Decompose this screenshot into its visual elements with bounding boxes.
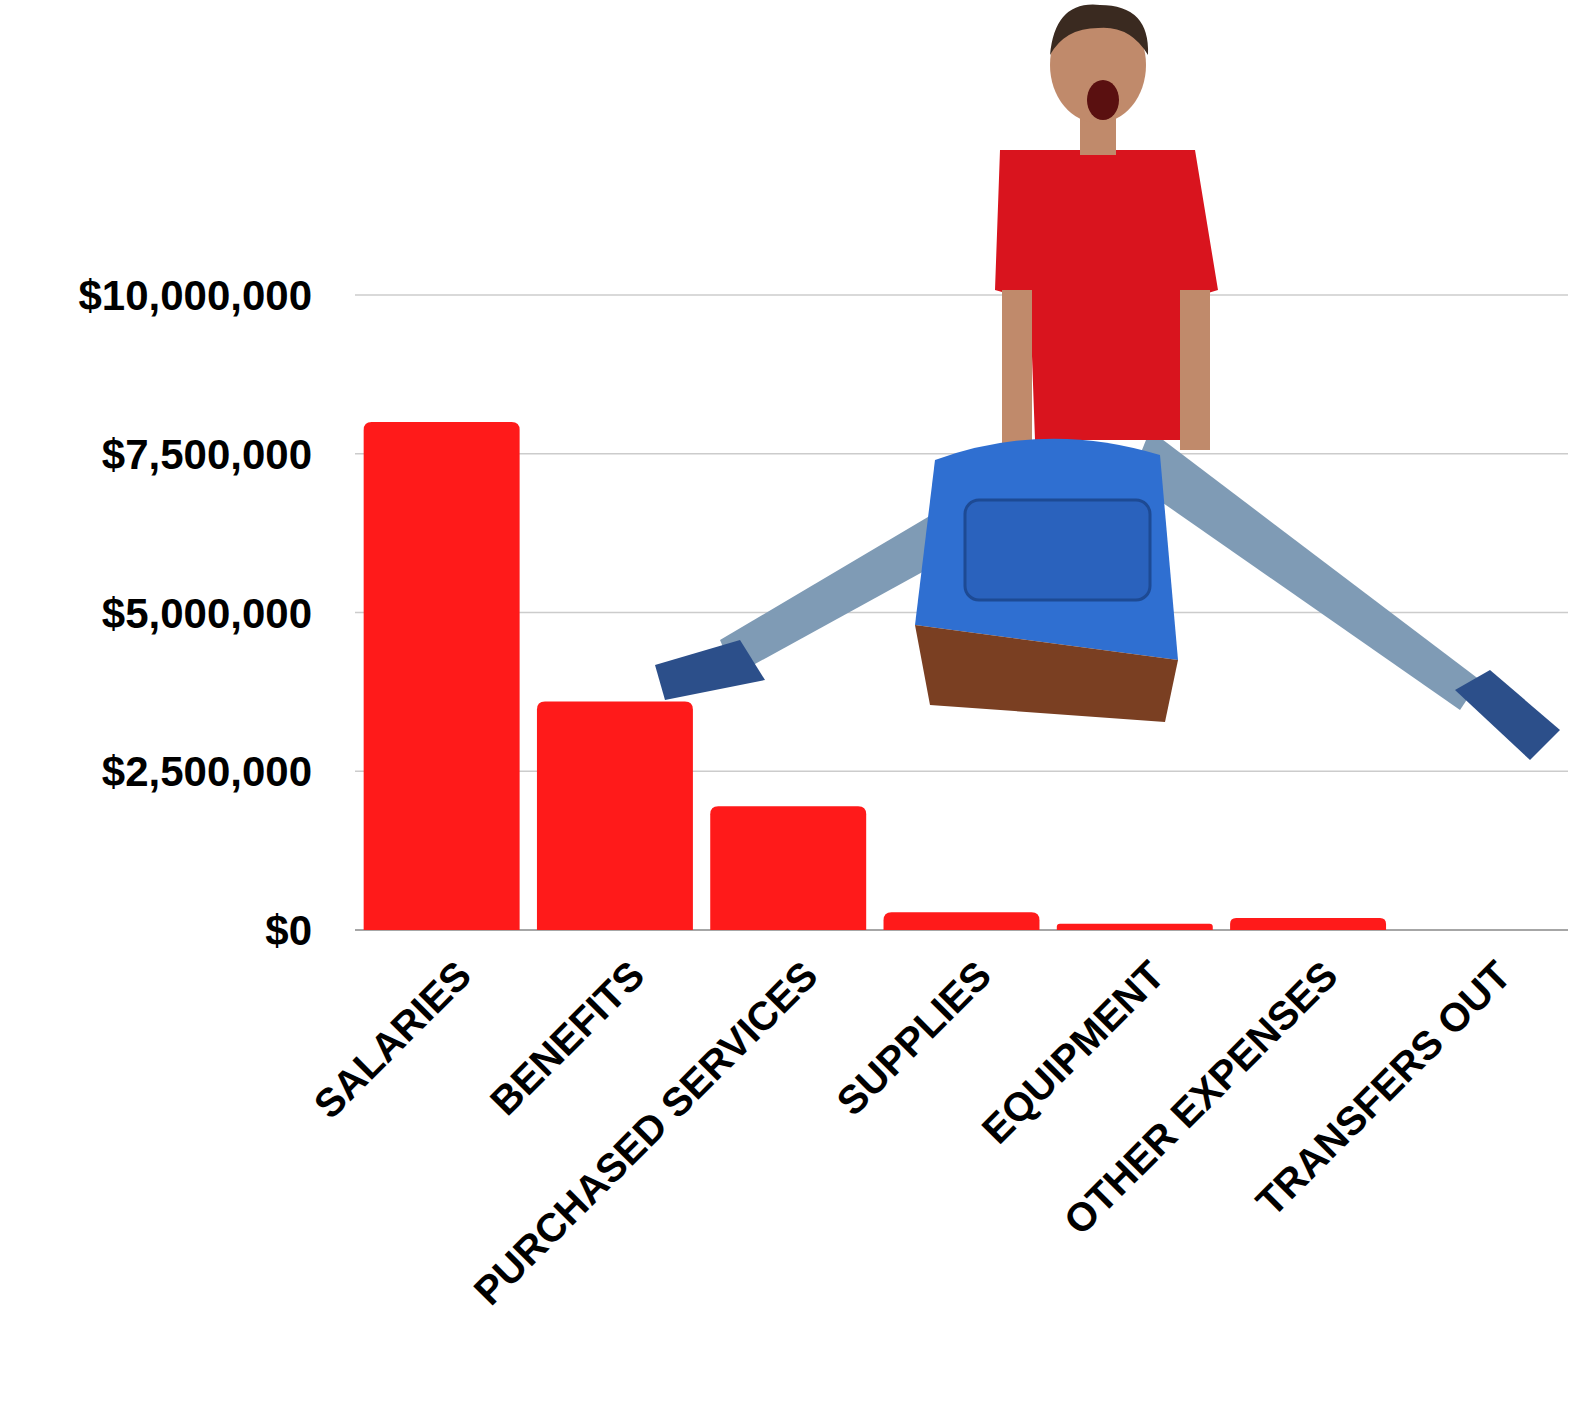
x-tick-label: BENEFITS bbox=[482, 953, 653, 1124]
x-tick-label: SUPPLIES bbox=[828, 953, 999, 1124]
chart: $0 $2,500,000 $5,000,000 $7,500,000 $10,000,… bbox=[0, 0, 1576, 1416]
x-tick-label: EQUIPMENT bbox=[973, 953, 1172, 1152]
y-tick-label: $5,000,000 bbox=[102, 590, 312, 637]
y-tick-label: $10,000,000 bbox=[78, 272, 312, 319]
bar bbox=[1230, 918, 1386, 930]
shoe bbox=[1455, 670, 1560, 760]
bar bbox=[1403, 930, 1559, 931]
boy-figure bbox=[655, 5, 1560, 760]
x-tick-label: TRANSFERS OUT bbox=[1247, 953, 1519, 1225]
backpack-bottom bbox=[915, 625, 1178, 722]
x-tick-label: PURCHASED SERVICES bbox=[465, 953, 826, 1314]
bar bbox=[364, 422, 520, 930]
bars bbox=[364, 422, 1560, 930]
x-tick-label: SALARIES bbox=[305, 953, 479, 1127]
y-tick-label: $2,500,000 bbox=[102, 748, 312, 795]
y-tick-label: $7,500,000 bbox=[102, 431, 312, 478]
backpack bbox=[915, 439, 1178, 660]
arm bbox=[1180, 290, 1210, 450]
mouth bbox=[1087, 80, 1119, 120]
shoe bbox=[655, 640, 765, 700]
grid-line bbox=[355, 294, 1568, 296]
bar bbox=[710, 806, 866, 930]
bar bbox=[884, 912, 1040, 930]
leg bbox=[1130, 430, 1480, 710]
y-tick-label: $0 bbox=[265, 907, 312, 954]
bar bbox=[1057, 924, 1213, 930]
backpack-pocket bbox=[965, 500, 1150, 600]
arm bbox=[1002, 290, 1032, 450]
bar bbox=[537, 701, 693, 930]
hair bbox=[1050, 5, 1148, 55]
